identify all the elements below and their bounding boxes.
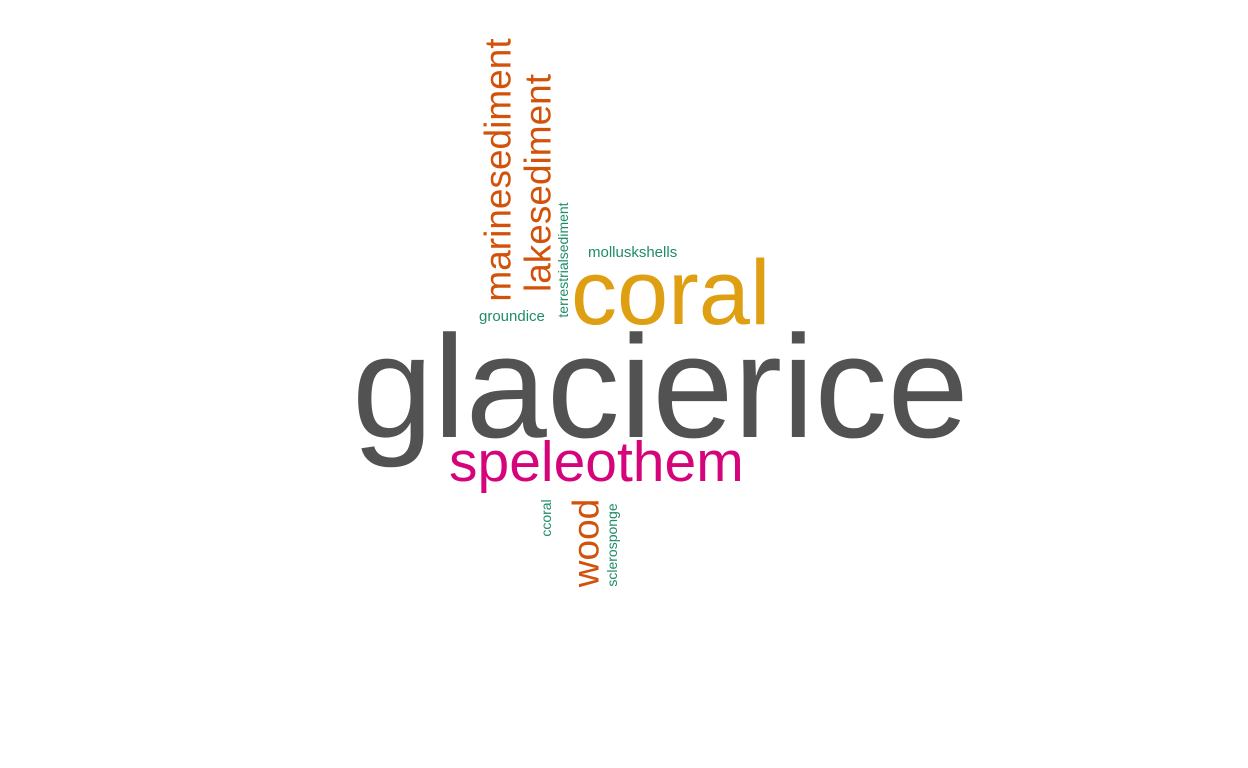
word-terrestrialsediment: terrestrialsediment (555, 202, 571, 318)
word-ccoral: ccoral (538, 499, 554, 537)
word-lakesediment: lakesediment (517, 73, 559, 293)
word-groundice: groundice (479, 308, 545, 325)
word-molluskshells: molluskshells (588, 244, 678, 261)
word-sclerosponge: sclerosponge (604, 503, 620, 587)
word-glacierice: glacierice (352, 305, 969, 468)
word-speleothem: speleothem (449, 430, 744, 494)
word-marinesediment: marinesediment (477, 38, 519, 302)
word-wood: wood (565, 498, 607, 588)
word-coral: coral (571, 242, 771, 344)
